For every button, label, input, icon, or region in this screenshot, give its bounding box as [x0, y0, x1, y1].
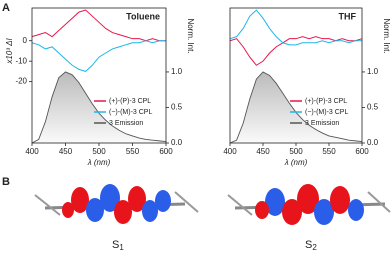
- x-tick-label: 400: [25, 147, 39, 156]
- x-tick-label: 550: [126, 147, 140, 156]
- x-tick-label: 500: [289, 147, 303, 156]
- emission-area: [32, 71, 166, 143]
- x-tick-label: 450: [256, 147, 270, 156]
- y-tick-label: -10: [15, 56, 27, 65]
- y2-tick-label: 1.0: [171, 67, 183, 76]
- legend-label: (−)-(M)-3 CPL: [305, 109, 348, 116]
- y-tick-label: 0: [23, 36, 28, 45]
- y2-tick-label: 1.0: [367, 67, 379, 76]
- emission-area: [230, 71, 362, 143]
- state-label: S: [112, 239, 119, 251]
- series-line: [229, 36, 363, 66]
- legend-label: (+)-(P)-3 CPL: [305, 98, 347, 105]
- chart-title: Toluene: [126, 11, 160, 21]
- y-axis-label: x10³ ΔI: [5, 37, 14, 64]
- x-tick-label: 450: [59, 147, 73, 156]
- series-line: [31, 71, 167, 144]
- y2-tick-label: 0.5: [367, 103, 379, 112]
- series-line: [229, 9, 362, 46]
- y2-tick-label: 0.0: [367, 138, 379, 147]
- x-axis-label: λ (nm): [87, 158, 111, 167]
- chart-title: THF: [339, 11, 357, 21]
- legend-label: 3 Emission: [109, 120, 143, 127]
- x-tick-label: 400: [223, 147, 237, 156]
- x-tick-label: 550: [322, 147, 336, 156]
- x-axis-label: λ (nm): [284, 158, 308, 167]
- state-label: S1: [112, 239, 124, 252]
- x-tick-label: 600: [159, 147, 173, 156]
- legend-label: (+)-(P)-3 CPL: [109, 98, 151, 105]
- y-tick-label: -20: [15, 77, 27, 86]
- y2-axis-label: Norm. Int.: [186, 18, 195, 53]
- x-tick-label: 500: [92, 147, 106, 156]
- legend-label: (−)-(M)-3 CPL: [109, 109, 152, 116]
- y2-axis-label: Norm. Int.: [382, 18, 391, 53]
- molecule-1: [34, 184, 199, 224]
- panel-label: A: [2, 2, 10, 14]
- y2-tick-label: 0.0: [171, 138, 183, 147]
- series-line: [31, 9, 166, 42]
- legend-label: 3 Emission: [305, 120, 339, 127]
- y2-tick-label: 0.5: [171, 103, 183, 112]
- state-label: S2: [305, 239, 317, 252]
- x-tick-label: 600: [355, 147, 369, 156]
- state-label: S: [305, 239, 312, 251]
- state-subscript: 1: [119, 243, 124, 252]
- molecule-2: [227, 184, 391, 225]
- state-subscript: 2: [312, 243, 317, 252]
- panel-label: B: [2, 176, 10, 188]
- series-line: [31, 40, 166, 72]
